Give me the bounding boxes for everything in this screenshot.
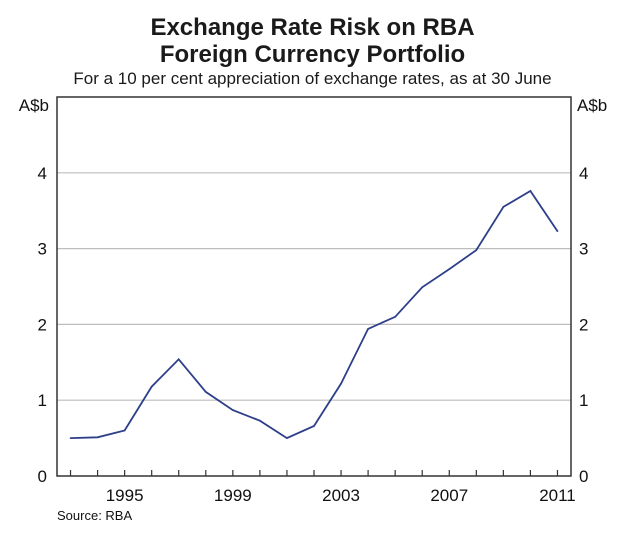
x-tick-label: 2003 [322, 486, 360, 505]
data-point [232, 409, 234, 411]
y-tick-label-left: 4 [38, 164, 47, 183]
y-axis-left-unit: A$b [19, 96, 49, 115]
x-axis-labels: 1995 1999 2003 2007 2011 [106, 486, 576, 505]
y-tick-label-right: 1 [579, 391, 588, 410]
data-point [150, 385, 153, 388]
data-point [475, 249, 478, 251]
y-tick-label-left: 1 [38, 391, 47, 410]
x-tick-label: 1995 [106, 486, 144, 505]
x-axis-ticks [69, 470, 559, 476]
y-tick-label-right: 2 [579, 315, 588, 334]
data-point [421, 286, 424, 289]
chart-title-line-1: Exchange Rate Risk on RBA [150, 14, 475, 41]
y-tick-label-left: 3 [38, 240, 47, 259]
y-tick-label-left: 0 [38, 467, 47, 486]
data-point [502, 206, 505, 208]
data-point [340, 382, 342, 385]
data-point [96, 436, 99, 439]
data-point [529, 190, 532, 192]
data-point [123, 429, 126, 432]
y-axis-right-labels: 0 1 2 3 4 [579, 164, 588, 486]
data-point [286, 437, 288, 439]
y-tick-label-right: 3 [579, 240, 588, 259]
y-tick-label-right: 0 [579, 467, 588, 486]
gridlines [57, 172, 571, 401]
data-point [204, 391, 207, 393]
source-note: Source: RBA [57, 508, 132, 523]
y-axis-right-unit: A$b [577, 96, 607, 115]
y-tick-label-left: 2 [38, 315, 47, 334]
x-tick-label: 2007 [430, 486, 468, 505]
data-point [69, 437, 72, 439]
chart-title-line-2: Foreign Currency Portfolio [159, 41, 466, 68]
data-point [448, 268, 451, 270]
data-point [394, 316, 396, 318]
y-axis-left-labels: 0 1 2 3 4 [38, 164, 47, 486]
data-point [313, 425, 315, 427]
data-point [177, 358, 180, 361]
data-point [367, 328, 369, 330]
series-layer [69, 189, 559, 440]
chart-subtitle: For a 10 per cent appreciation of exchan… [73, 69, 552, 88]
data-point [259, 419, 261, 422]
plot-frame [56, 96, 572, 477]
x-tick-label: 2011 [539, 486, 576, 505]
series-line [70, 189, 559, 440]
x-tick-label: 1999 [214, 486, 252, 505]
data-point [556, 230, 559, 232]
y-tick-label-right: 4 [579, 164, 588, 183]
